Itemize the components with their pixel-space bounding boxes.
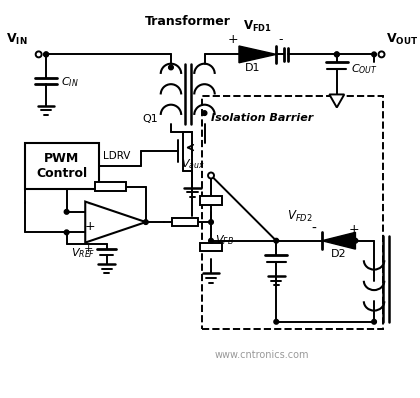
Circle shape [334, 52, 339, 57]
Text: +: + [348, 223, 359, 236]
Polygon shape [322, 232, 355, 249]
Circle shape [378, 51, 385, 57]
Circle shape [36, 51, 42, 57]
Text: $\mathbf{V_{IN}}$: $\mathbf{V_{IN}}$ [6, 32, 28, 47]
Text: $\mathbf{V_{FD1}}$: $\mathbf{V_{FD1}}$ [243, 19, 272, 34]
Circle shape [144, 220, 148, 224]
Text: D2: D2 [331, 250, 346, 259]
Text: www.cntronics.com: www.cntronics.com [215, 350, 310, 360]
Text: $\mathbf{V_{OUT}}$: $\mathbf{V_{OUT}}$ [386, 32, 418, 47]
Circle shape [274, 320, 278, 324]
Circle shape [44, 52, 48, 57]
Text: $V_{FD2}$: $V_{FD2}$ [287, 209, 312, 224]
Text: +: + [84, 220, 95, 232]
Text: -: - [278, 33, 283, 46]
Text: D1: D1 [245, 63, 261, 73]
Text: $V_{FB}$: $V_{FB}$ [215, 233, 234, 247]
Polygon shape [329, 94, 344, 107]
Text: $V_{REF}$: $V_{REF}$ [71, 246, 96, 260]
Text: PWM
Control: PWM Control [37, 152, 87, 180]
Circle shape [372, 52, 376, 57]
Circle shape [202, 111, 207, 115]
Circle shape [334, 52, 339, 57]
Text: $C_{IN}$: $C_{IN}$ [61, 76, 79, 89]
Circle shape [209, 220, 213, 224]
Bar [200, 243, 222, 252]
Text: +: + [84, 244, 94, 254]
Text: Transformer: Transformer [145, 15, 231, 28]
Circle shape [64, 230, 69, 235]
Circle shape [353, 238, 358, 243]
Text: Isolation Barrier: Isolation Barrier [211, 113, 313, 123]
Bar [200, 197, 222, 205]
Bar [202, 96, 383, 329]
Bar [172, 218, 198, 226]
Polygon shape [239, 46, 276, 63]
Text: LDRV: LDRV [103, 150, 130, 160]
Circle shape [372, 320, 376, 324]
Circle shape [209, 238, 213, 243]
Circle shape [274, 238, 278, 243]
Text: $V_{aux}$: $V_{aux}$ [181, 157, 205, 171]
Text: +: + [228, 33, 239, 46]
Circle shape [44, 52, 48, 57]
Text: $C_{OUT}$: $C_{OUT}$ [351, 62, 378, 76]
Circle shape [169, 65, 173, 70]
Circle shape [208, 172, 214, 178]
Text: -: - [311, 222, 316, 236]
Bar [94, 183, 126, 191]
Text: Q1: Q1 [142, 114, 158, 125]
Circle shape [64, 209, 69, 214]
Bar [25, 143, 99, 189]
Text: -: - [87, 198, 92, 212]
Polygon shape [85, 202, 146, 243]
